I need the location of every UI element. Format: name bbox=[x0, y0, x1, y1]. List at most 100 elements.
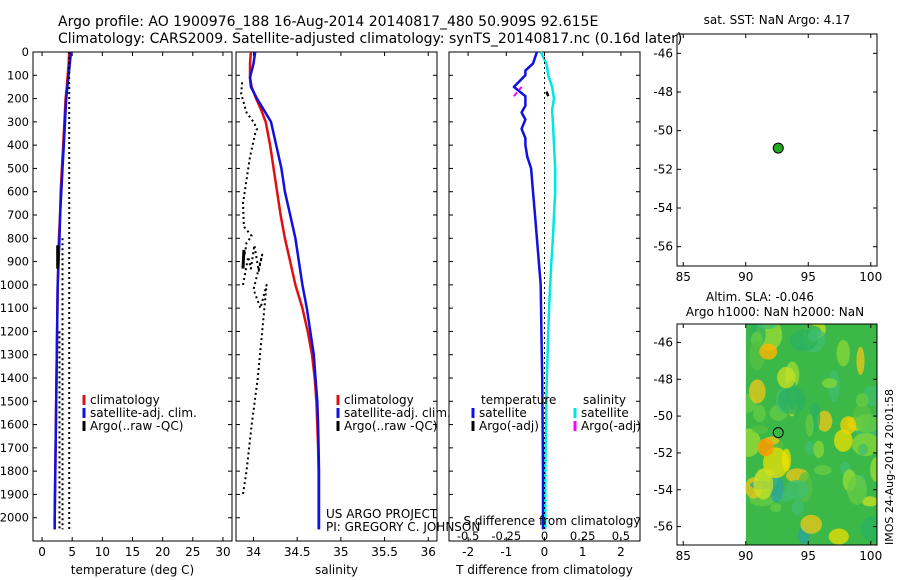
map-subtitle: Argo h1000: NaN h2000: NaN bbox=[686, 305, 864, 319]
x2-tick-label: -0.5 bbox=[457, 529, 479, 543]
heatmap-blob bbox=[745, 428, 761, 457]
y-tick-label: 1500 bbox=[0, 394, 29, 408]
y-tick-label: -52 bbox=[653, 162, 673, 176]
map-title: sat. SST: NaN Argo: 4.17 bbox=[704, 13, 851, 27]
x-tick-label: -2 bbox=[462, 545, 474, 559]
y-tick-label: 0 bbox=[22, 45, 29, 59]
series-line-satellite-adj-clim- bbox=[248, 51, 321, 530]
legend-label: satellite bbox=[581, 406, 629, 420]
sla-map-panel: -46 -48 -50 -52 -54 -56 85 90 95 100 Altim. SLA: -… bbox=[653, 290, 882, 563]
legend-label: Argo(..raw -QC) bbox=[90, 419, 183, 433]
series-line-satellite bbox=[539, 51, 557, 530]
heatmap-blob bbox=[791, 499, 804, 516]
x-tick-label: 10 bbox=[95, 545, 110, 559]
x-tick-label: 35.5 bbox=[371, 545, 398, 559]
series-line-argo-raw-qc- bbox=[240, 82, 258, 255]
imos-stamp: IMOS 24-Aug-2014 20:01:58 bbox=[883, 389, 896, 545]
figure-title-line1: Argo profile: AO 1900976_188 16-Aug-2014… bbox=[58, 14, 598, 30]
x-tick-label: 15 bbox=[125, 545, 140, 559]
x-axis-label: T difference from climatology bbox=[455, 563, 633, 577]
y-tick-label: -56 bbox=[653, 240, 673, 254]
heatmap-blob bbox=[800, 514, 823, 534]
heatmap-blob bbox=[777, 366, 796, 389]
legend-title: salinity bbox=[583, 393, 626, 407]
legend-label: Argo(..raw -QC) bbox=[344, 419, 437, 433]
heatmap-blob bbox=[770, 503, 782, 513]
legend-label: Argo(-adj) bbox=[581, 419, 641, 433]
series-line-argo-adj- bbox=[513, 86, 523, 97]
heatmap-blob bbox=[870, 457, 877, 482]
heatmap-blob bbox=[757, 324, 778, 330]
y-tick-label: 1400 bbox=[0, 371, 29, 385]
sst-map-panel: -46 -48 -50 -52 -54 -56 85 90 95 100 sat. SST: NaN… bbox=[653, 13, 882, 284]
y-tick-label: 900 bbox=[7, 255, 29, 269]
series-line-argo-raw-qc- bbox=[241, 249, 246, 269]
series-line-argo-adj- bbox=[545, 91, 550, 97]
y-tick-label: 100 bbox=[7, 68, 29, 82]
y-tick-label: 1700 bbox=[0, 441, 29, 455]
x-axis-label: temperature (deg C) bbox=[71, 563, 194, 577]
heatmap-blob bbox=[854, 414, 877, 433]
heatmap-blob bbox=[804, 441, 816, 455]
heatmap-blob bbox=[759, 343, 778, 360]
x2-tick-label: -0.25 bbox=[491, 529, 521, 543]
argo-position-marker bbox=[772, 427, 784, 439]
heatmap-blob bbox=[828, 528, 849, 545]
y-tick-label: -52 bbox=[653, 446, 673, 460]
x-tick-label: 85 bbox=[676, 549, 691, 563]
x-tick-label: -1 bbox=[500, 545, 512, 559]
heatmap-blob bbox=[813, 464, 832, 476]
heatmap-blob bbox=[858, 443, 868, 456]
heatmap-blob bbox=[813, 440, 825, 459]
x-tick-label: 0 bbox=[38, 545, 46, 559]
heatmap-blob bbox=[816, 410, 833, 432]
y-tick-label: -54 bbox=[653, 483, 673, 497]
pi-credit: PI: GREGORY C. JOHNSON bbox=[326, 520, 480, 534]
y-tick-label: 600 bbox=[7, 185, 29, 199]
heatmap-blob bbox=[855, 393, 869, 408]
y-tick-label: -50 bbox=[653, 124, 673, 138]
y-tick-label: -48 bbox=[653, 85, 673, 99]
legend-label: satellite bbox=[479, 406, 527, 420]
x-tick-label: 100 bbox=[859, 270, 882, 284]
x-tick-label: 35 bbox=[333, 545, 348, 559]
legend-label: satellite-adj. clim. bbox=[344, 406, 451, 420]
heatmap-blob bbox=[805, 413, 814, 437]
x-tick-label: 20 bbox=[155, 545, 170, 559]
heatmap-blob bbox=[808, 329, 826, 342]
x-tick-label: 34 bbox=[246, 545, 261, 559]
y-tick-label: 700 bbox=[7, 208, 29, 222]
heatmap-blob bbox=[757, 438, 774, 457]
x-tick-label: 0 bbox=[541, 545, 549, 559]
legend-title: temperature bbox=[481, 393, 556, 407]
heatmap-blob bbox=[751, 425, 769, 434]
x2-tick-label: 0.25 bbox=[570, 529, 596, 543]
x2-tick-label: 0 bbox=[541, 529, 548, 543]
heatmap-blob bbox=[836, 339, 850, 367]
plot-frame bbox=[235, 51, 438, 542]
x-tick-label: 95 bbox=[801, 270, 816, 284]
y-tick-label: 1300 bbox=[0, 348, 29, 362]
series-line-satellite bbox=[512, 51, 545, 530]
heatmap-blob bbox=[822, 378, 838, 389]
y-tick-label: -48 bbox=[653, 372, 673, 386]
y-tick-label: 200 bbox=[7, 92, 29, 106]
x-tick-label: 1 bbox=[579, 545, 587, 559]
x-axis-label: salinity bbox=[315, 563, 358, 577]
x-tick-label: 34.5 bbox=[284, 545, 311, 559]
x-tick-label: 5 bbox=[68, 545, 76, 559]
x-tick-label: 100 bbox=[859, 549, 882, 563]
y-tick-label: -50 bbox=[653, 409, 673, 423]
x-tick-label: 2 bbox=[617, 545, 625, 559]
x-tick-label: 90 bbox=[738, 549, 753, 563]
x-tick-label: 30 bbox=[215, 545, 230, 559]
figure-title-line2: Climatology: CARS2009. Satellite-adjuste… bbox=[58, 31, 682, 47]
y-tick-label: 1100 bbox=[0, 301, 29, 315]
y-tick-label: -46 bbox=[653, 335, 673, 349]
heatmap-blob bbox=[753, 468, 774, 500]
map-frame bbox=[676, 323, 878, 546]
heatmap-blob bbox=[781, 448, 792, 472]
argo-position-marker bbox=[772, 142, 784, 154]
x-tick-label: 95 bbox=[801, 549, 816, 563]
legend-label: climatology bbox=[344, 393, 414, 407]
